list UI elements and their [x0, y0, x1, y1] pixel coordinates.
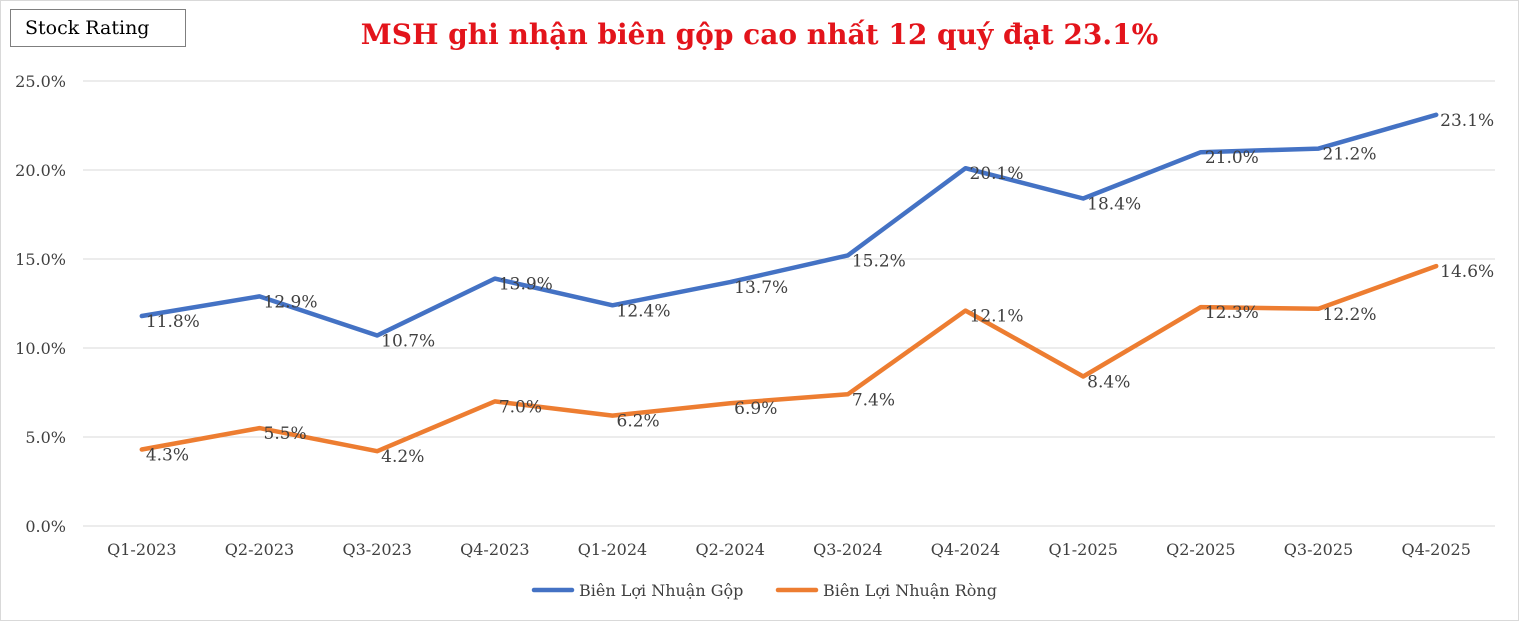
x-axis-ticks: Q1-2023 Q2-2023 Q3-2023 Q4-2023 Q1-2024 Q2-20… — [107, 540, 1471, 559]
data-labels: 11.8% 12.9% 10.7% 13.9% 12.4% 13.7% 15.2% 20.1%… — [146, 111, 1494, 467]
data-label: 14.6% — [1440, 262, 1494, 282]
data-label: 13.9% — [499, 275, 553, 295]
y-tick-label: 20.0% — [15, 161, 66, 180]
x-tick-label: Q2-2025 — [1166, 540, 1235, 559]
x-tick-label: Q3-2023 — [342, 540, 411, 559]
x-tick-label: Q1-2025 — [1048, 540, 1117, 559]
data-label: 6.2% — [617, 412, 660, 432]
data-label: 6.9% — [734, 399, 777, 419]
data-label: 13.7% — [734, 278, 788, 298]
y-axis-ticks: 0.0% 5.0% 10.0% 15.0% 20.0% 25.0% — [15, 72, 66, 536]
y-tick-label: 25.0% — [15, 72, 66, 91]
y-tick-label: 0.0% — [25, 517, 66, 536]
data-label: 20.1% — [970, 164, 1024, 184]
series-line-1 — [139, 112, 1439, 338]
legend: Biên Lợi Nhuận Gộp Biên Lợi Nhuận Ròng — [531, 581, 997, 600]
legend-label: Biên Lợi Nhuận Gộp — [579, 581, 743, 600]
data-label: 12.9% — [264, 292, 318, 312]
gridlines — [83, 80, 1495, 527]
y-tick-label: 10.0% — [15, 339, 66, 358]
data-label: 21.0% — [1205, 148, 1259, 168]
data-label: 10.7% — [381, 332, 435, 352]
x-tick-label: Q4-2024 — [931, 540, 1000, 559]
data-label: 4.2% — [381, 447, 424, 467]
x-tick-label: Q4-2023 — [460, 540, 529, 559]
data-label: 12.1% — [970, 307, 1024, 327]
data-label: 12.3% — [1205, 303, 1259, 323]
series-line-2 — [139, 263, 1439, 454]
data-label: 8.4% — [1087, 372, 1130, 392]
series-lines — [139, 112, 1439, 454]
data-label: 23.1% — [1440, 111, 1494, 131]
data-label: 7.4% — [852, 390, 895, 410]
x-tick-label: Q2-2023 — [225, 540, 294, 559]
data-label: 5.5% — [264, 424, 307, 444]
data-label: 7.0% — [499, 397, 542, 417]
chart-title: MSH ghi nhận biên gộp cao nhất 12 quý đạ… — [360, 18, 1159, 51]
x-tick-label: Q1-2023 — [107, 540, 176, 559]
x-tick-label: Q3-2025 — [1284, 540, 1353, 559]
data-label: 12.4% — [617, 301, 671, 321]
data-label: 21.2% — [1323, 145, 1377, 165]
y-tick-label: 5.0% — [25, 428, 66, 447]
stock-rating-badge: Stock Rating — [10, 9, 186, 47]
y-tick-label: 15.0% — [15, 250, 66, 269]
x-tick-label: Q4-2025 — [1401, 540, 1470, 559]
x-tick-label: Q1-2024 — [578, 540, 647, 559]
legend-label: Biên Lợi Nhuận Ròng — [823, 581, 997, 600]
data-label: 12.2% — [1323, 305, 1377, 325]
data-label: 15.2% — [852, 251, 906, 271]
data-label: 4.3% — [146, 445, 189, 465]
data-label: 11.8% — [146, 312, 200, 332]
x-tick-label: Q3-2024 — [813, 540, 882, 559]
x-tick-label: Q2-2024 — [695, 540, 764, 559]
data-label: 18.4% — [1087, 194, 1141, 214]
